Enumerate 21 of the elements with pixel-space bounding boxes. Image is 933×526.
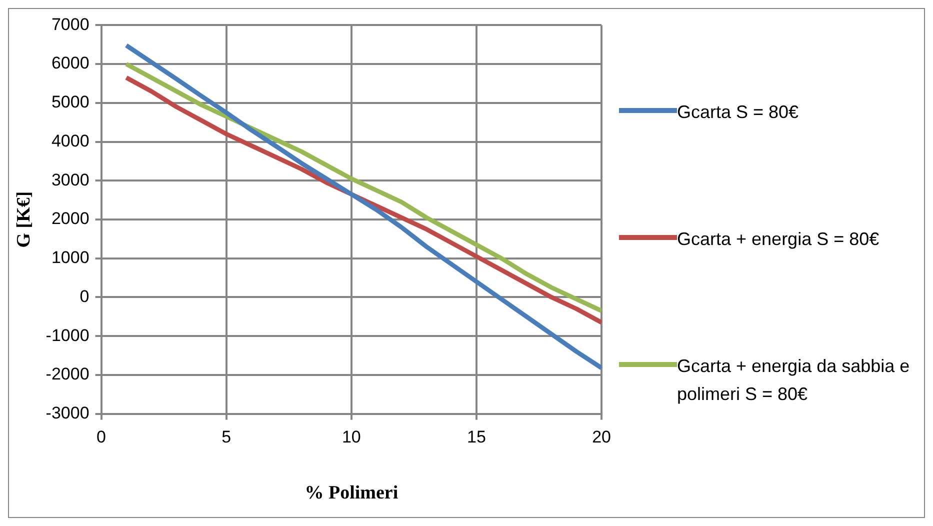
y-tick-label: 1000 — [51, 248, 90, 268]
x-tick-label: 0 — [96, 428, 106, 447]
x-tick-label: 5 — [222, 428, 232, 447]
y-axis-title: G [K€] — [13, 191, 34, 248]
y-tick-label: 3000 — [51, 170, 90, 190]
x-tick-label: 20 — [592, 428, 612, 447]
legend-label: Gcarta + energia da sabbia e polimeri S = 80€ — [677, 354, 911, 406]
legend-label: Gcarta S = 80€ — [677, 101, 800, 124]
legend-label: Gcarta + energia S = 80€ — [677, 228, 880, 251]
y-tick-label: 7000 — [51, 14, 90, 34]
y-tick-label: 2000 — [51, 209, 90, 228]
x-tick-label: 10 — [342, 428, 361, 447]
y-tick-label: 4000 — [51, 131, 90, 150]
y-tick-label: -1000 — [46, 326, 90, 345]
y-tick-label: 5000 — [51, 92, 90, 112]
y-tick-label: -3000 — [46, 403, 90, 422]
y-tick-label: 0 — [80, 286, 90, 306]
x-axis-title: % Polimeri — [304, 482, 398, 504]
y-tick-label: 6000 — [51, 54, 90, 73]
x-tick-label: 15 — [467, 428, 486, 447]
y-tick-label: -2000 — [46, 364, 90, 384]
